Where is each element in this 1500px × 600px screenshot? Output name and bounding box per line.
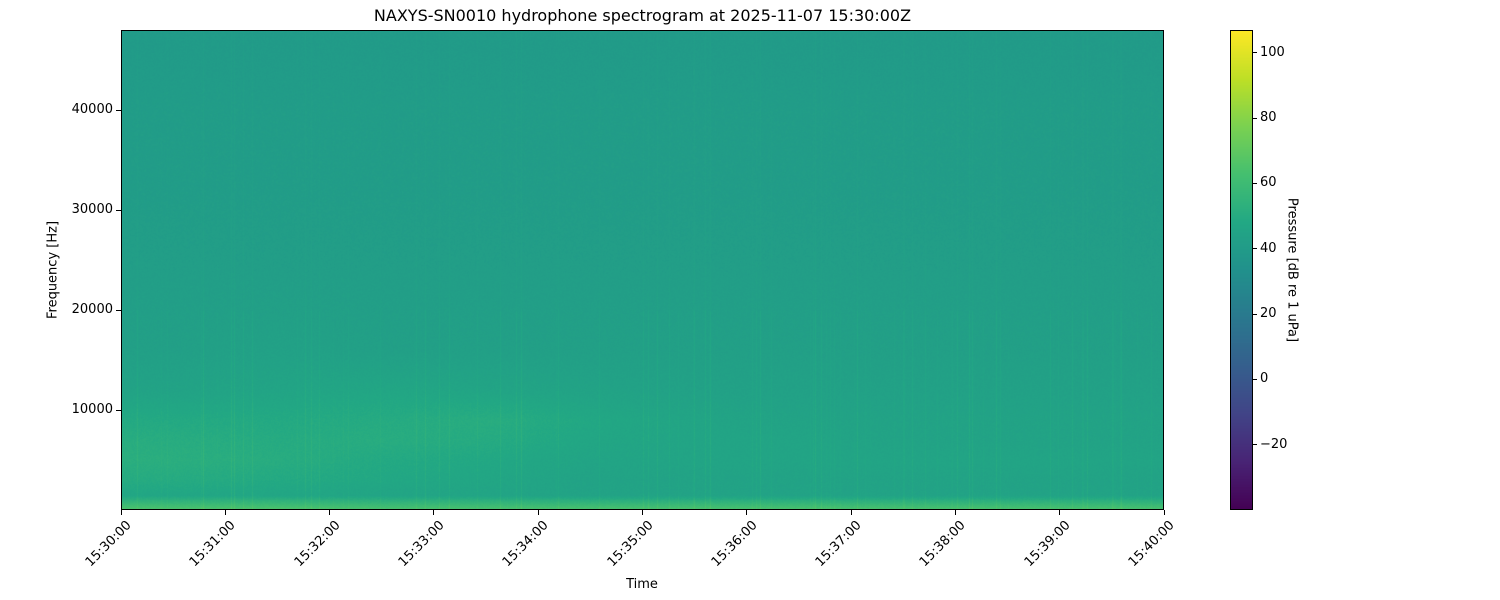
x-tick-label: 15:33:00 <box>395 518 448 570</box>
x-tick-mark <box>120 510 122 515</box>
colorbar-tick-label: −20 <box>1260 436 1288 452</box>
x-tick-mark <box>537 510 539 515</box>
x-tick-label: 15:38:00 <box>917 518 969 570</box>
y-tick-mark <box>116 409 121 411</box>
colorbar-tick-mark <box>1253 52 1257 54</box>
y-tick-mark <box>116 209 121 211</box>
chart-title: NAXYS-SN0010 hydrophone spectrogram at 2… <box>373 6 912 25</box>
colorbar-tick-label: 60 <box>1260 175 1277 191</box>
x-tick-mark <box>329 510 331 515</box>
x-tick-mark <box>642 510 643 515</box>
x-tick-label: 15:30:00 <box>82 518 135 570</box>
x-tick-mark <box>433 510 435 515</box>
x-tick-mark <box>1163 510 1165 515</box>
x-tick-label: 15:39:00 <box>1021 518 1074 570</box>
colorbar-tick-label: 80 <box>1260 110 1277 126</box>
colorbar <box>1230 30 1253 510</box>
x-tick-label: 15:36:00 <box>708 518 761 570</box>
colorbar-tick-label: 40 <box>1260 240 1277 256</box>
y-tick-mark <box>116 109 121 111</box>
y-tick-label: 20000 <box>71 302 113 317</box>
x-tick-mark <box>224 510 226 515</box>
colorbar-tick-label: 100 <box>1260 44 1285 60</box>
x-tick-label: 15:40:00 <box>1125 518 1178 570</box>
x-tick-mark <box>954 510 956 515</box>
x-axis-label: Time <box>626 577 658 592</box>
x-tick-mark <box>1059 510 1061 515</box>
colorbar-tick-mark <box>1253 378 1257 380</box>
x-tick-mark <box>850 510 852 515</box>
spectrogram-image <box>121 30 1164 510</box>
colorbar-tick-mark <box>1253 313 1257 315</box>
colorbar-tick-mark <box>1253 117 1257 119</box>
colorbar-tick-label: 20 <box>1260 306 1277 322</box>
x-tick-label: 15:35:00 <box>604 518 657 570</box>
x-tick-label: 15:31:00 <box>187 518 239 570</box>
y-tick-mark <box>116 309 121 311</box>
x-tick-label: 15:37:00 <box>812 518 865 570</box>
colorbar-tick-label: 0 <box>1260 371 1269 387</box>
y-tick-label: 10000 <box>71 402 113 417</box>
colorbar-tick-mark <box>1253 248 1257 250</box>
colorbar-tick-mark <box>1253 444 1257 446</box>
x-tick-label: 15:34:00 <box>499 518 552 570</box>
x-tick-mark <box>746 510 748 515</box>
colorbar-tick-mark <box>1253 182 1257 184</box>
x-tick-label: 15:32:00 <box>291 518 344 570</box>
y-tick-label: 40000 <box>71 102 113 117</box>
plot-area <box>121 30 1164 510</box>
y-tick-label: 30000 <box>71 202 113 217</box>
colorbar-label: Pressure [dB re 1 uPa] <box>1284 197 1300 343</box>
